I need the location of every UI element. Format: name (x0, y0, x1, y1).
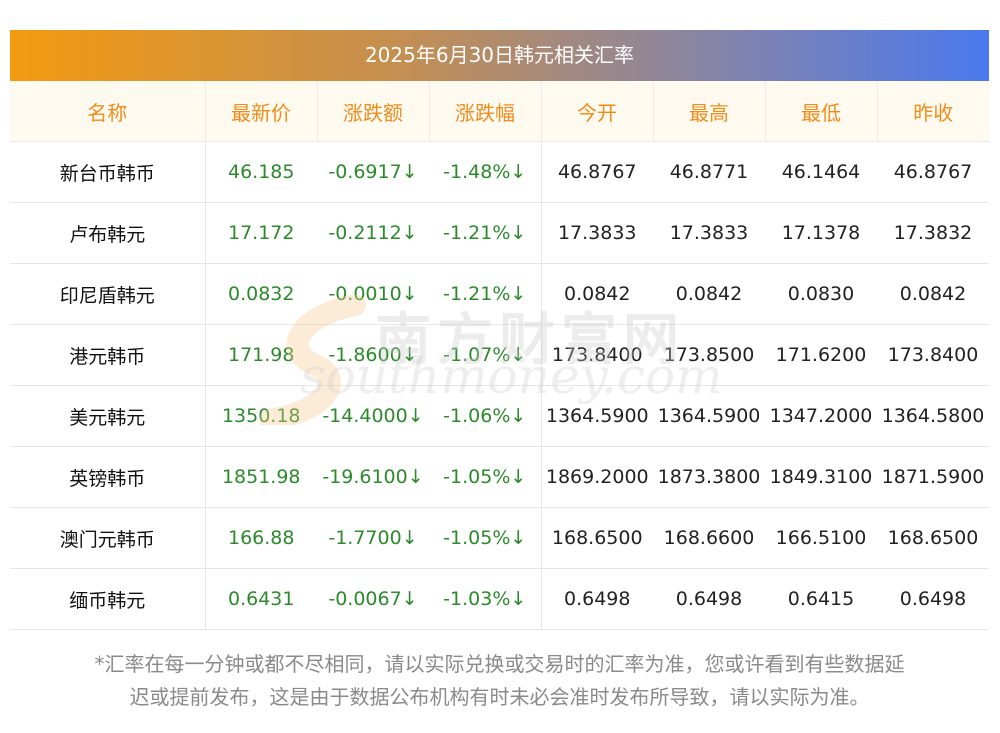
col-header-name: 名称 (10, 81, 205, 142)
cell-name: 缅币韩元 (10, 568, 206, 630)
cell-latest: 17.172 (205, 202, 317, 264)
cell-name: 美元韩元 (10, 385, 206, 447)
footnote-line-2: 迟或提前发布，这是由于数据公布机构有时未必会准时发布所导致，请以实际为准。 (129, 685, 870, 709)
cell-low: 1347.2000 (765, 385, 877, 447)
cell-change: -0.6917↓ (317, 141, 429, 203)
col-header-change: 涨跌额 (316, 81, 429, 142)
cell-prev-close: 1364.5800 (877, 385, 989, 447)
cell-latest: 1350.18 (205, 385, 317, 447)
cell-change-pct: -1.06%↓ (429, 385, 542, 447)
cell-open: 0.0842 (541, 263, 653, 325)
exchange-rate-table: 名称 最新价 涨跌额 涨跌幅 今开 最高 最低 昨收 新台币韩币 46.185 -0… (10, 81, 989, 630)
cell-prev-close: 0.6498 (877, 568, 989, 630)
cell-change-pct: -1.05%↓ (429, 507, 542, 569)
cell-low: 1849.3100 (765, 446, 877, 508)
cell-high: 1873.3800 (653, 446, 765, 508)
col-header-low: 最低 (764, 81, 877, 142)
cell-prev-close: 46.8767 (877, 141, 989, 203)
cell-name: 英镑韩币 (10, 446, 206, 508)
cell-high: 0.6498 (653, 568, 765, 630)
cell-change: -19.6100↓ (317, 446, 429, 508)
cell-prev-close: 0.0842 (877, 263, 989, 325)
cell-latest: 0.6431 (205, 568, 317, 630)
cell-change: -1.7700↓ (317, 507, 429, 569)
cell-name: 卢布韩元 (10, 202, 206, 264)
cell-change-pct: -1.03%↓ (429, 568, 542, 630)
col-header-open: 今开 (540, 81, 653, 142)
cell-name: 新台币韩币 (10, 141, 206, 203)
table-row: 缅币韩元 0.6431 -0.0067↓ -1.03%↓ 0.6498 0.6498 0.6… (10, 568, 989, 630)
cell-prev-close: 17.3832 (877, 202, 989, 264)
cell-prev-close: 1871.5900 (877, 446, 989, 508)
cell-low: 0.0830 (765, 263, 877, 325)
table-row: 英镑韩币 1851.98 -19.6100↓ -1.05%↓ 1869.2000 1873… (10, 446, 989, 508)
cell-change-pct: -1.21%↓ (429, 202, 542, 264)
cell-high: 168.6600 (653, 507, 765, 569)
cell-latest: 166.88 (205, 507, 317, 569)
table-title: 2025年6月30日韩元相关汇率 (10, 30, 989, 81)
cell-name: 印尼盾韩元 (10, 263, 206, 325)
cell-change: -0.0067↓ (317, 568, 429, 630)
cell-high: 173.8500 (653, 324, 765, 386)
table-row: 新台币韩币 46.185 -0.6917↓ -1.48%↓ 46.8767 46.8771… (10, 141, 989, 203)
cell-change: -0.0010↓ (317, 263, 429, 325)
header-row: 名称 最新价 涨跌额 涨跌幅 今开 最高 最低 昨收 (10, 81, 989, 142)
cell-name: 港元韩币 (10, 324, 206, 386)
cell-latest: 46.185 (205, 141, 317, 203)
cell-latest: 1851.98 (205, 446, 317, 508)
cell-low: 171.6200 (765, 324, 877, 386)
cell-change: -0.2112↓ (317, 202, 429, 264)
cell-latest: 171.98 (205, 324, 317, 386)
cell-low: 46.1464 (765, 141, 877, 203)
cell-open: 173.8400 (541, 324, 653, 386)
footnote-line-1: *汇率在每一分钟或都不尽相同，请以实际兑换或交易时的汇率为准，您或许看到有些数据… (94, 652, 905, 676)
cell-change-pct: -1.48%↓ (429, 141, 542, 203)
cell-low: 17.1378 (765, 202, 877, 264)
cell-open: 17.3833 (541, 202, 653, 264)
cell-low: 166.5100 (765, 507, 877, 569)
cell-high: 1364.5900 (653, 385, 765, 447)
col-header-high: 最高 (652, 81, 765, 142)
rate-table-panel: 2025年6月30日韩元相关汇率 名称 最新价 涨跌额 涨跌幅 今开 最高 最低… (10, 30, 989, 630)
col-header-latest: 最新价 (204, 81, 317, 142)
table-row: 印尼盾韩元 0.0832 -0.0010↓ -1.21%↓ 0.0842 0.0842 0.… (10, 263, 989, 325)
cell-latest: 0.0832 (205, 263, 317, 325)
cell-open: 1869.2000 (541, 446, 653, 508)
table-row: 美元韩元 1350.18 -14.4000↓ -1.06%↓ 1364.5900 1364… (10, 385, 989, 447)
cell-open: 0.6498 (541, 568, 653, 630)
cell-change-pct: -1.21%↓ (429, 263, 542, 325)
cell-change-pct: -1.05%↓ (429, 446, 542, 508)
cell-high: 17.3833 (653, 202, 765, 264)
cell-change: -1.8600↓ (317, 324, 429, 386)
cell-prev-close: 173.8400 (877, 324, 989, 386)
col-header-prev-close: 昨收 (876, 81, 989, 142)
table-row: 卢布韩元 17.172 -0.2112↓ -1.21%↓ 17.3833 17.3833 1… (10, 202, 989, 264)
cell-open: 1364.5900 (541, 385, 653, 447)
table-row: 港元韩币 171.98 -1.8600↓ -1.07%↓ 173.8400 173.850… (10, 324, 989, 386)
cell-change-pct: -1.07%↓ (429, 324, 542, 386)
footnote: *汇率在每一分钟或都不尽相同，请以实际兑换或交易时的汇率为准，您或许看到有些数据… (10, 648, 989, 714)
cell-high: 46.8771 (653, 141, 765, 203)
table-row: 澳门元韩币 166.88 -1.7700↓ -1.05%↓ 168.6500 168.66… (10, 507, 989, 569)
cell-open: 46.8767 (541, 141, 653, 203)
cell-name: 澳门元韩币 (10, 507, 206, 569)
col-header-change-pct: 涨跌幅 (428, 81, 541, 142)
cell-prev-close: 168.6500 (877, 507, 989, 569)
cell-low: 0.6415 (765, 568, 877, 630)
cell-open: 168.6500 (541, 507, 653, 569)
cell-change: -14.4000↓ (317, 385, 429, 447)
cell-high: 0.0842 (653, 263, 765, 325)
